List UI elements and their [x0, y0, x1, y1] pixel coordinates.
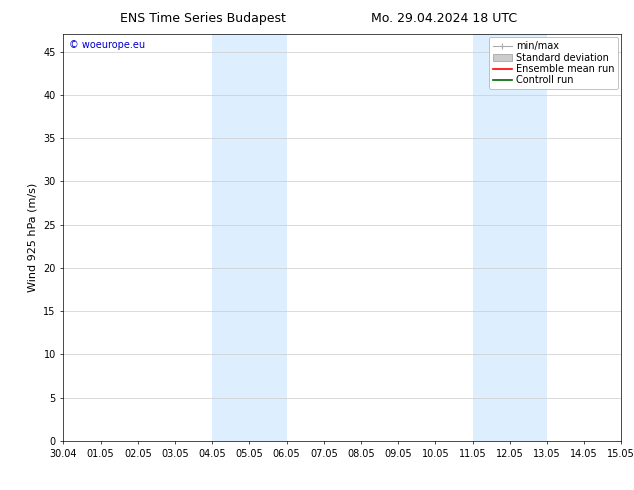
Y-axis label: Wind 925 hPa (m/s): Wind 925 hPa (m/s) [28, 183, 37, 292]
Bar [472, 34, 547, 441]
Legend: min/max, Standard deviation, Ensemble mean run, Controll run: min/max, Standard deviation, Ensemble me… [489, 37, 618, 89]
Bar [212, 34, 287, 441]
Text: Mo. 29.04.2024 18 UTC: Mo. 29.04.2024 18 UTC [371, 12, 517, 25]
Text: © woeurope.eu: © woeurope.eu [69, 40, 145, 50]
Text: ENS Time Series Budapest: ENS Time Series Budapest [120, 12, 286, 25]
